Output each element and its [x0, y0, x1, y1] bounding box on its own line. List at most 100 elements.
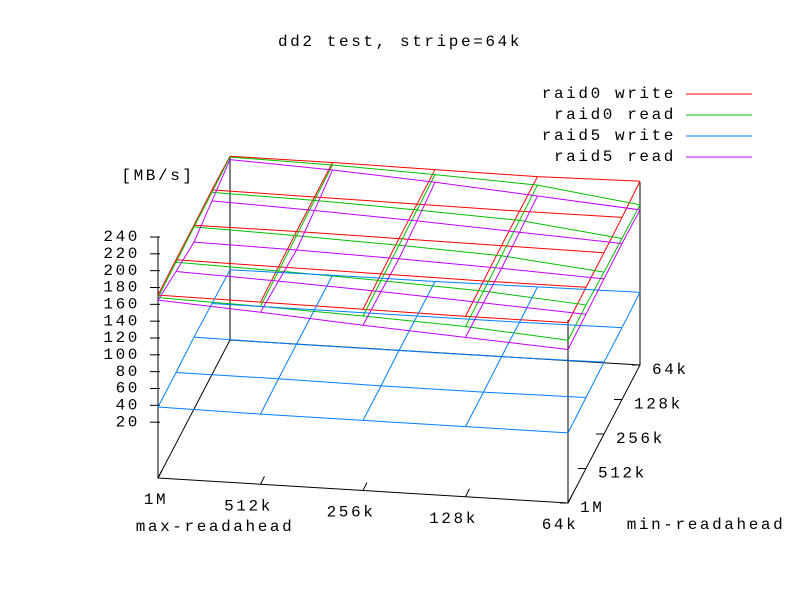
surface-column [501, 210, 520, 246]
surface-column [314, 164, 333, 201]
y-tick-label: 64k [652, 361, 689, 379]
surface-column [501, 220, 520, 256]
surface-column [362, 273, 382, 310]
surface-column [211, 156, 231, 193]
surface-column [260, 280, 279, 313]
x-tick [157, 469, 163, 479]
surface-column [157, 262, 177, 298]
surface-column [380, 238, 400, 275]
surface-column [175, 225, 195, 260]
legend-label: raid5 write [542, 127, 676, 145]
legend-label: raid0 write [542, 85, 676, 103]
surface-column [362, 291, 382, 326]
surface-row [157, 297, 569, 341]
z-tick-label: 140 [103, 312, 140, 330]
surface-column [585, 278, 605, 315]
surface-column [465, 280, 484, 317]
surface-column [603, 327, 623, 363]
surface-column [483, 356, 502, 393]
surface-column [398, 209, 418, 246]
surface-column [621, 181, 641, 218]
surface-column [211, 155, 231, 191]
surface-column [278, 344, 297, 379]
surface-column [603, 238, 623, 273]
surface-column [296, 309, 315, 345]
surface-column [193, 189, 213, 226]
surface-column [175, 226, 195, 263]
surface-column [519, 184, 538, 221]
surface-row [211, 200, 623, 245]
surface-column [483, 255, 502, 292]
z-tick-label: 200 [103, 262, 140, 280]
surface-column [621, 292, 641, 328]
x-tick-label: 128k [429, 510, 478, 528]
z-tick-label: 20 [116, 413, 140, 431]
surface-column [296, 200, 315, 236]
x-tick-label: 512k [224, 497, 273, 515]
surface-column [465, 302, 484, 338]
surface-column [157, 259, 177, 296]
z-tick-label: 40 [116, 397, 140, 415]
surface-column [398, 315, 418, 351]
surface-row [193, 241, 605, 280]
surface-column [260, 378, 279, 415]
z-tick-label: 100 [103, 346, 140, 364]
z-tick-label: 120 [103, 329, 140, 347]
surface-column [519, 195, 538, 233]
surface-column [193, 200, 213, 243]
surface-column [567, 397, 587, 434]
surface-column [483, 245, 502, 282]
surface-column [296, 210, 315, 251]
z-tick-label: 160 [103, 296, 140, 314]
surface-column [380, 258, 400, 292]
surface-column [519, 286, 538, 323]
x-tick [260, 476, 265, 485]
surface-column [416, 169, 436, 205]
surface-row [229, 159, 641, 211]
surface-column [278, 249, 297, 282]
surface-column [483, 268, 502, 304]
surface-column [501, 322, 520, 357]
x-tick-label: 1M [144, 491, 168, 509]
surface-column [585, 271, 605, 306]
x-tick [465, 488, 470, 497]
legend-label: raid0 read [554, 106, 676, 124]
z-tick-label: 80 [116, 363, 140, 381]
surface-column [157, 271, 177, 301]
chart-title: dd2 test, stripe=64k [278, 33, 522, 51]
y-axis-label: min-readahead [627, 516, 786, 534]
surface-column [603, 217, 623, 253]
x-tick [362, 482, 368, 491]
surface-column [211, 159, 231, 202]
y-tick-label: 128k [634, 396, 683, 414]
surface-column [621, 204, 641, 239]
z-tick-label: 240 [103, 228, 140, 246]
surface-column [380, 245, 400, 281]
surface-column [380, 350, 400, 387]
surface-column [362, 280, 382, 317]
surface-column [519, 176, 538, 212]
surface-column [314, 162, 333, 198]
surface-column [567, 313, 587, 350]
surface-column [296, 196, 315, 232]
surface-column [465, 391, 484, 427]
surface-column [567, 287, 587, 323]
z-axis-label: [MB/s] [121, 167, 194, 185]
surface-column [585, 252, 605, 288]
surface-column [398, 220, 418, 259]
surface-column [465, 290, 484, 327]
z-tick-label: 180 [103, 279, 140, 297]
surface-column [362, 385, 382, 421]
surface-column [193, 303, 213, 338]
surface-column [416, 281, 436, 317]
z-tick-label: 60 [116, 380, 140, 398]
x-axis-label: max-readahead [136, 518, 295, 536]
surface-column [416, 174, 436, 211]
surface-column [314, 169, 333, 211]
surface-column [621, 209, 641, 244]
surface-column [278, 235, 297, 272]
surface-column [585, 361, 605, 398]
surface-column [501, 231, 520, 269]
